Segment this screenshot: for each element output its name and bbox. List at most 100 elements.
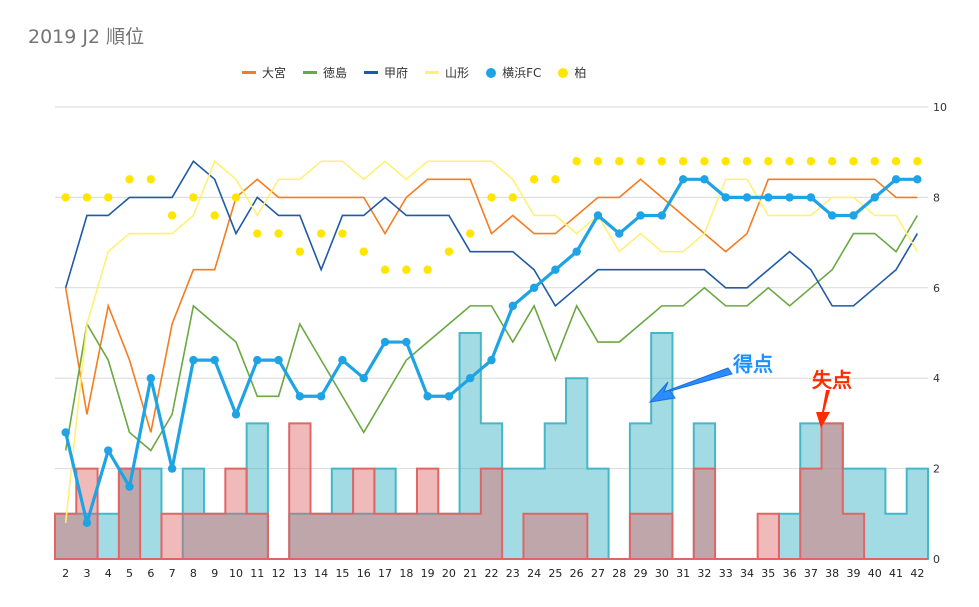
tokushima-line: [64, 215, 919, 452]
yokohamafc-point: [678, 175, 688, 184]
yokohamafc-point: [508, 301, 517, 311]
yokohamafc-point: [423, 392, 432, 401]
yamagata-line: [64, 159, 919, 523]
x-tick-label: 22: [485, 567, 499, 580]
x-tick-label: 10: [229, 567, 243, 580]
kashiwa-point: [359, 247, 368, 256]
y-tick-label: 6: [933, 282, 940, 295]
kashiwa-point: [104, 193, 113, 202]
x-tick-label: 37: [804, 567, 818, 580]
y-tick-label: 2: [933, 463, 940, 476]
kashiwa-point: [125, 175, 134, 184]
yokohamafc-point: [593, 211, 603, 220]
kashiwa-point: [721, 157, 730, 166]
conceded-bar-area: [54, 422, 928, 560]
x-tick-label: 20: [442, 567, 456, 580]
kashiwa-point: [636, 157, 645, 166]
yokohamafc-point: [210, 355, 219, 365]
kashiwa-point: [827, 157, 837, 166]
kashiwa-point: [210, 211, 219, 220]
x-tick-label: 28: [612, 567, 626, 580]
legend-label-yokohamafc: 横浜FC: [502, 66, 542, 80]
kashiwa-point: [657, 157, 667, 166]
y-tick-label: 0: [933, 553, 940, 566]
x-tick-label: 21: [463, 567, 477, 580]
kashiwa-point: [167, 211, 177, 220]
kashiwa-point: [891, 157, 901, 166]
kashiwa-point: [678, 157, 688, 166]
yokohamafc-point: [316, 392, 326, 401]
x-tick-label: 36: [783, 567, 797, 580]
x-tick-label: 12: [272, 567, 286, 580]
yokohamafc-point: [466, 374, 475, 383]
yokohamafc-point: [338, 355, 347, 365]
legend-swatch-omiya: [242, 71, 256, 74]
yokohamafc-point: [849, 211, 858, 220]
yokohamafc-point: [167, 464, 177, 473]
kashiwa-point: [572, 157, 581, 166]
x-tick-label: 34: [740, 567, 754, 580]
kashiwa-point: [253, 229, 262, 238]
x-tick-label: 32: [697, 567, 711, 580]
yokohamafc-point: [870, 193, 879, 202]
yokohamafc-point: [487, 355, 496, 365]
annotation-goals: 得点: [733, 352, 773, 376]
legend-item-kashiwa: 柏: [558, 64, 586, 81]
x-tick-label: 39: [846, 567, 860, 580]
x-tick-label: 42: [910, 567, 924, 580]
x-tick-label: 5: [126, 567, 133, 580]
legend-swatch-tokushima: [303, 71, 318, 74]
x-tick-label: 35: [761, 567, 775, 580]
yokohamafc-point: [721, 193, 730, 202]
yokohamafc-point: [700, 175, 709, 184]
kashiwa-point: [380, 265, 390, 274]
x-tick-label: 23: [506, 567, 520, 580]
yokohamafc-point: [61, 428, 70, 437]
legend-item-tokushima: 徳島: [303, 64, 347, 81]
yokohamafc-point: [444, 392, 454, 401]
legend-label-yamagata: 山形: [445, 66, 470, 80]
y-tick-label: 10: [933, 101, 947, 114]
yokohamafc-point: [189, 355, 198, 365]
x-tick-label: 41: [889, 567, 903, 580]
kashiwa-point: [146, 175, 156, 184]
yokohamafc-point: [274, 355, 283, 365]
legend-swatch-kashiwa: [558, 67, 569, 78]
yokohamafc-point: [253, 355, 262, 365]
yokohamafc-point: [125, 482, 134, 491]
x-tick-label: 8: [190, 567, 197, 580]
kashiwa-point: [444, 247, 454, 256]
x-tick-label: 24: [527, 567, 541, 580]
kashiwa-point: [615, 157, 624, 166]
x-tick-label: 29: [634, 567, 648, 580]
kashiwa-point: [466, 229, 475, 238]
yokohamafc-point: [529, 283, 539, 292]
annotation-goals-arrow: [648, 367, 733, 403]
yokohamafc-point: [891, 175, 901, 184]
legend-label-kofu: 甲府: [384, 66, 409, 80]
legend-item-yamagata: 山形: [425, 64, 469, 81]
yokohamafc-point: [359, 374, 368, 383]
legend-item-yokohamafc: 横浜FC: [486, 64, 541, 81]
kashiwa-point: [295, 247, 305, 256]
yokohamafc-point: [615, 229, 624, 238]
annotation-conceded-arrow: [816, 390, 830, 428]
kashiwa-point: [487, 193, 496, 202]
x-tick-label: 30: [655, 567, 669, 580]
legend-swatch-yamagata: [425, 71, 440, 74]
x-tick-label: 26: [570, 567, 584, 580]
yokohamafc-point: [402, 337, 411, 347]
x-tick-label: 11: [250, 567, 264, 580]
yokohamafc-point: [764, 193, 773, 202]
x-tick-label: 27: [591, 567, 605, 580]
x-tick-label: 15: [335, 567, 349, 580]
yokohamafc-point: [146, 374, 156, 383]
x-tick-label: 16: [357, 567, 371, 580]
x-tick-label: 4: [105, 567, 112, 580]
kofu-line: [64, 160, 919, 308]
x-tick-label: 18: [399, 567, 413, 580]
legend-item-omiya: 大宮: [242, 64, 286, 81]
kashiwa-point: [189, 193, 198, 202]
kashiwa-point: [870, 157, 879, 166]
legend-label-omiya: 大宮: [262, 66, 287, 80]
